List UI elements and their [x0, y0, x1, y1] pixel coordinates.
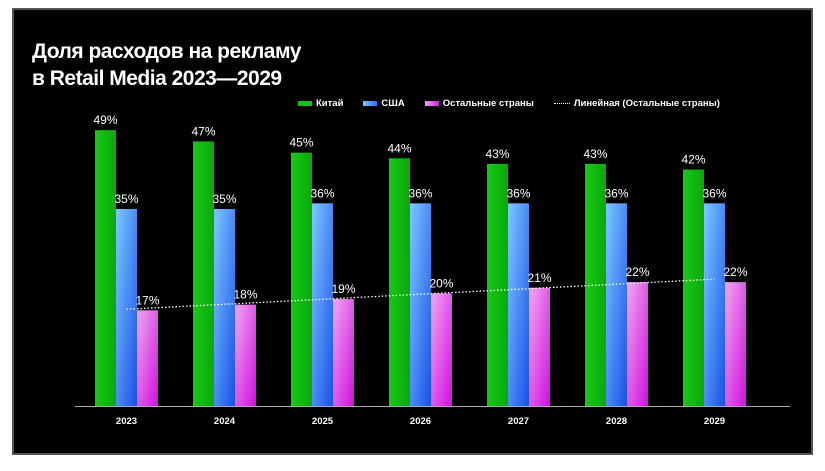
data-label: 36% [408, 186, 432, 200]
data-label: 35% [212, 192, 236, 206]
data-label: 43% [485, 147, 509, 161]
x-tick-label: 2024 [214, 416, 236, 427]
data-label: 36% [310, 186, 334, 200]
data-label: 22% [625, 265, 649, 279]
data-label: 18% [233, 288, 257, 302]
bar-2029-1 [704, 203, 725, 406]
data-label: 22% [723, 265, 747, 279]
legend-swatch [424, 101, 439, 106]
data-label: 19% [331, 282, 355, 296]
data-label: 49% [93, 113, 117, 127]
data-label: 44% [387, 141, 411, 155]
data-label: 17% [135, 293, 159, 307]
data-label: 43% [583, 147, 607, 161]
title-line-2: в Retail Media 2023—2029 [32, 67, 282, 90]
bar-2023-2 [137, 310, 158, 406]
x-tick-label: 2027 [508, 416, 529, 427]
bar-2026-2 [431, 293, 452, 406]
bar-2025-0 [291, 152, 312, 406]
legend-item-trendline: Линейная (Остальные страны) [553, 98, 720, 109]
legend-swatch [363, 101, 378, 106]
data-label: 35% [114, 192, 138, 206]
data-label: 36% [702, 186, 726, 200]
bar-2026-0 [389, 158, 410, 406]
bar-2026-1 [410, 203, 431, 406]
title-line-1: Доля расходов на рекламу [32, 40, 301, 63]
legend-label: Линейная (Остальные страны) [573, 98, 720, 109]
bar-2024-0 [193, 141, 214, 406]
legend-label: США [381, 98, 405, 109]
data-label: 42% [681, 153, 705, 167]
bar-2025-1 [312, 203, 333, 406]
bar-2027-0 [487, 163, 508, 406]
bar-2027-2 [529, 287, 550, 406]
bar-2024-1 [214, 208, 235, 406]
data-label: 47% [191, 124, 215, 138]
bar-2025-2 [333, 299, 354, 406]
x-tick-label: 2029 [704, 416, 725, 427]
bar-2029-2 [725, 282, 746, 406]
bar-2023-1 [116, 208, 137, 406]
bar-2028-2 [627, 282, 648, 406]
trendline [126, 278, 715, 310]
legend-label: Китай [316, 98, 344, 109]
legend-item-other: Остальные страны [424, 98, 534, 109]
legend-swatch [298, 101, 312, 106]
legend-item-china: Китай [298, 98, 343, 109]
data-label: 45% [289, 136, 313, 150]
x-tick-label: 2023 [116, 416, 137, 427]
chart-title: Доля расходов на рекламу в Retail Media … [32, 38, 301, 92]
legend-swatch [553, 103, 570, 104]
x-tick-label: 2028 [606, 416, 627, 427]
x-tick-label: 2026 [410, 416, 431, 427]
bar-2023-0 [95, 130, 116, 406]
data-label: 36% [506, 186, 530, 200]
bar-2028-1 [606, 203, 627, 406]
legend-label: Остальные страны [442, 98, 534, 109]
bar-2024-2 [235, 304, 256, 406]
data-label: 21% [527, 271, 551, 285]
data-label: 36% [604, 186, 628, 200]
data-label: 20% [429, 276, 453, 290]
legend-item-usa: США [363, 98, 405, 109]
legend: Китай США Остальные страны Линейная (Ост… [298, 98, 720, 109]
bar-2029-0 [683, 169, 704, 406]
x-tick-label: 2025 [312, 416, 334, 427]
bar-2027-1 [508, 203, 529, 406]
